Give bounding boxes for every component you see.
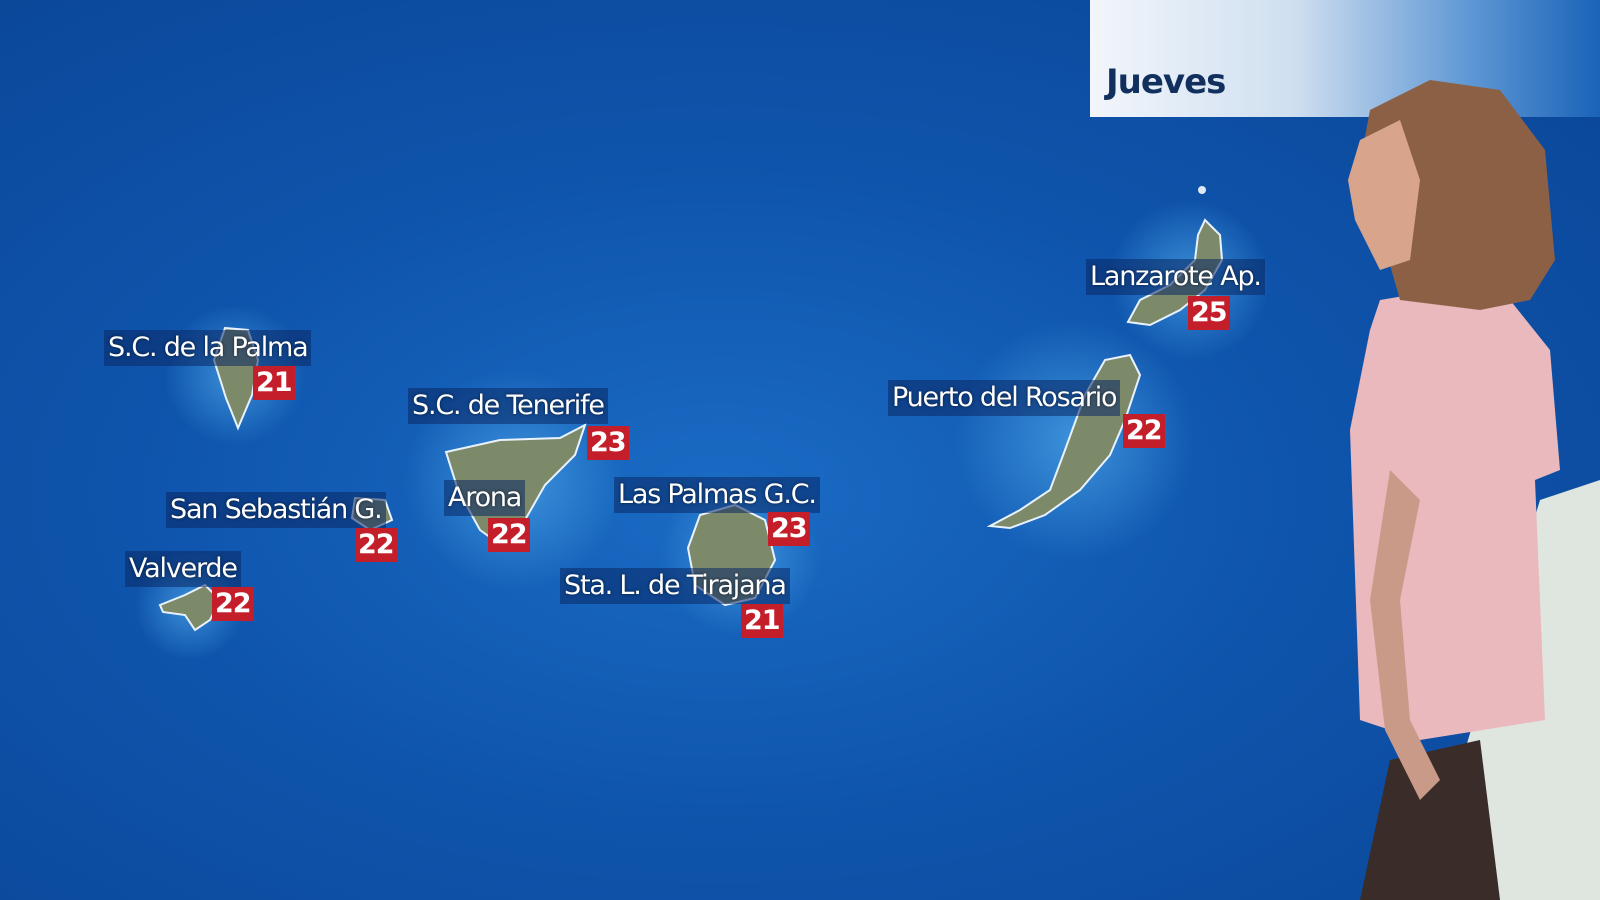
- temp-badge: 22: [212, 587, 254, 621]
- city-label: Valverde: [125, 551, 241, 587]
- day-label: Jueves: [1106, 62, 1226, 102]
- temp-badge: 25: [1188, 296, 1230, 330]
- temp-badge: 21: [253, 366, 295, 400]
- day-header-panel: Jueves: [1090, 0, 1600, 117]
- island-el-hierro: [158, 583, 222, 632]
- city-label: S.C. de la Palma: [104, 330, 312, 366]
- city-label: Lanzarote Ap.: [1086, 259, 1265, 295]
- temp-badge: 21: [741, 604, 783, 638]
- temp-badge: 23: [587, 426, 629, 460]
- city-label: Puerto del Rosario: [888, 380, 1121, 416]
- city-label: Arona: [444, 480, 526, 516]
- city-label: San Sebastián G.: [166, 492, 386, 528]
- city-label: S.C. de Tenerife: [408, 388, 608, 424]
- island-lanzarote: [1126, 218, 1224, 327]
- temp-badge: 23: [768, 512, 810, 546]
- temp-badge: 22: [488, 518, 530, 552]
- presenter-figure: [1348, 80, 1600, 900]
- city-label: Las Palmas G.C.: [614, 477, 820, 513]
- temp-badge: 22: [355, 528, 397, 562]
- city-label: Sta. L. de Tirajana: [560, 568, 790, 604]
- temp-badge: 22: [1123, 414, 1165, 448]
